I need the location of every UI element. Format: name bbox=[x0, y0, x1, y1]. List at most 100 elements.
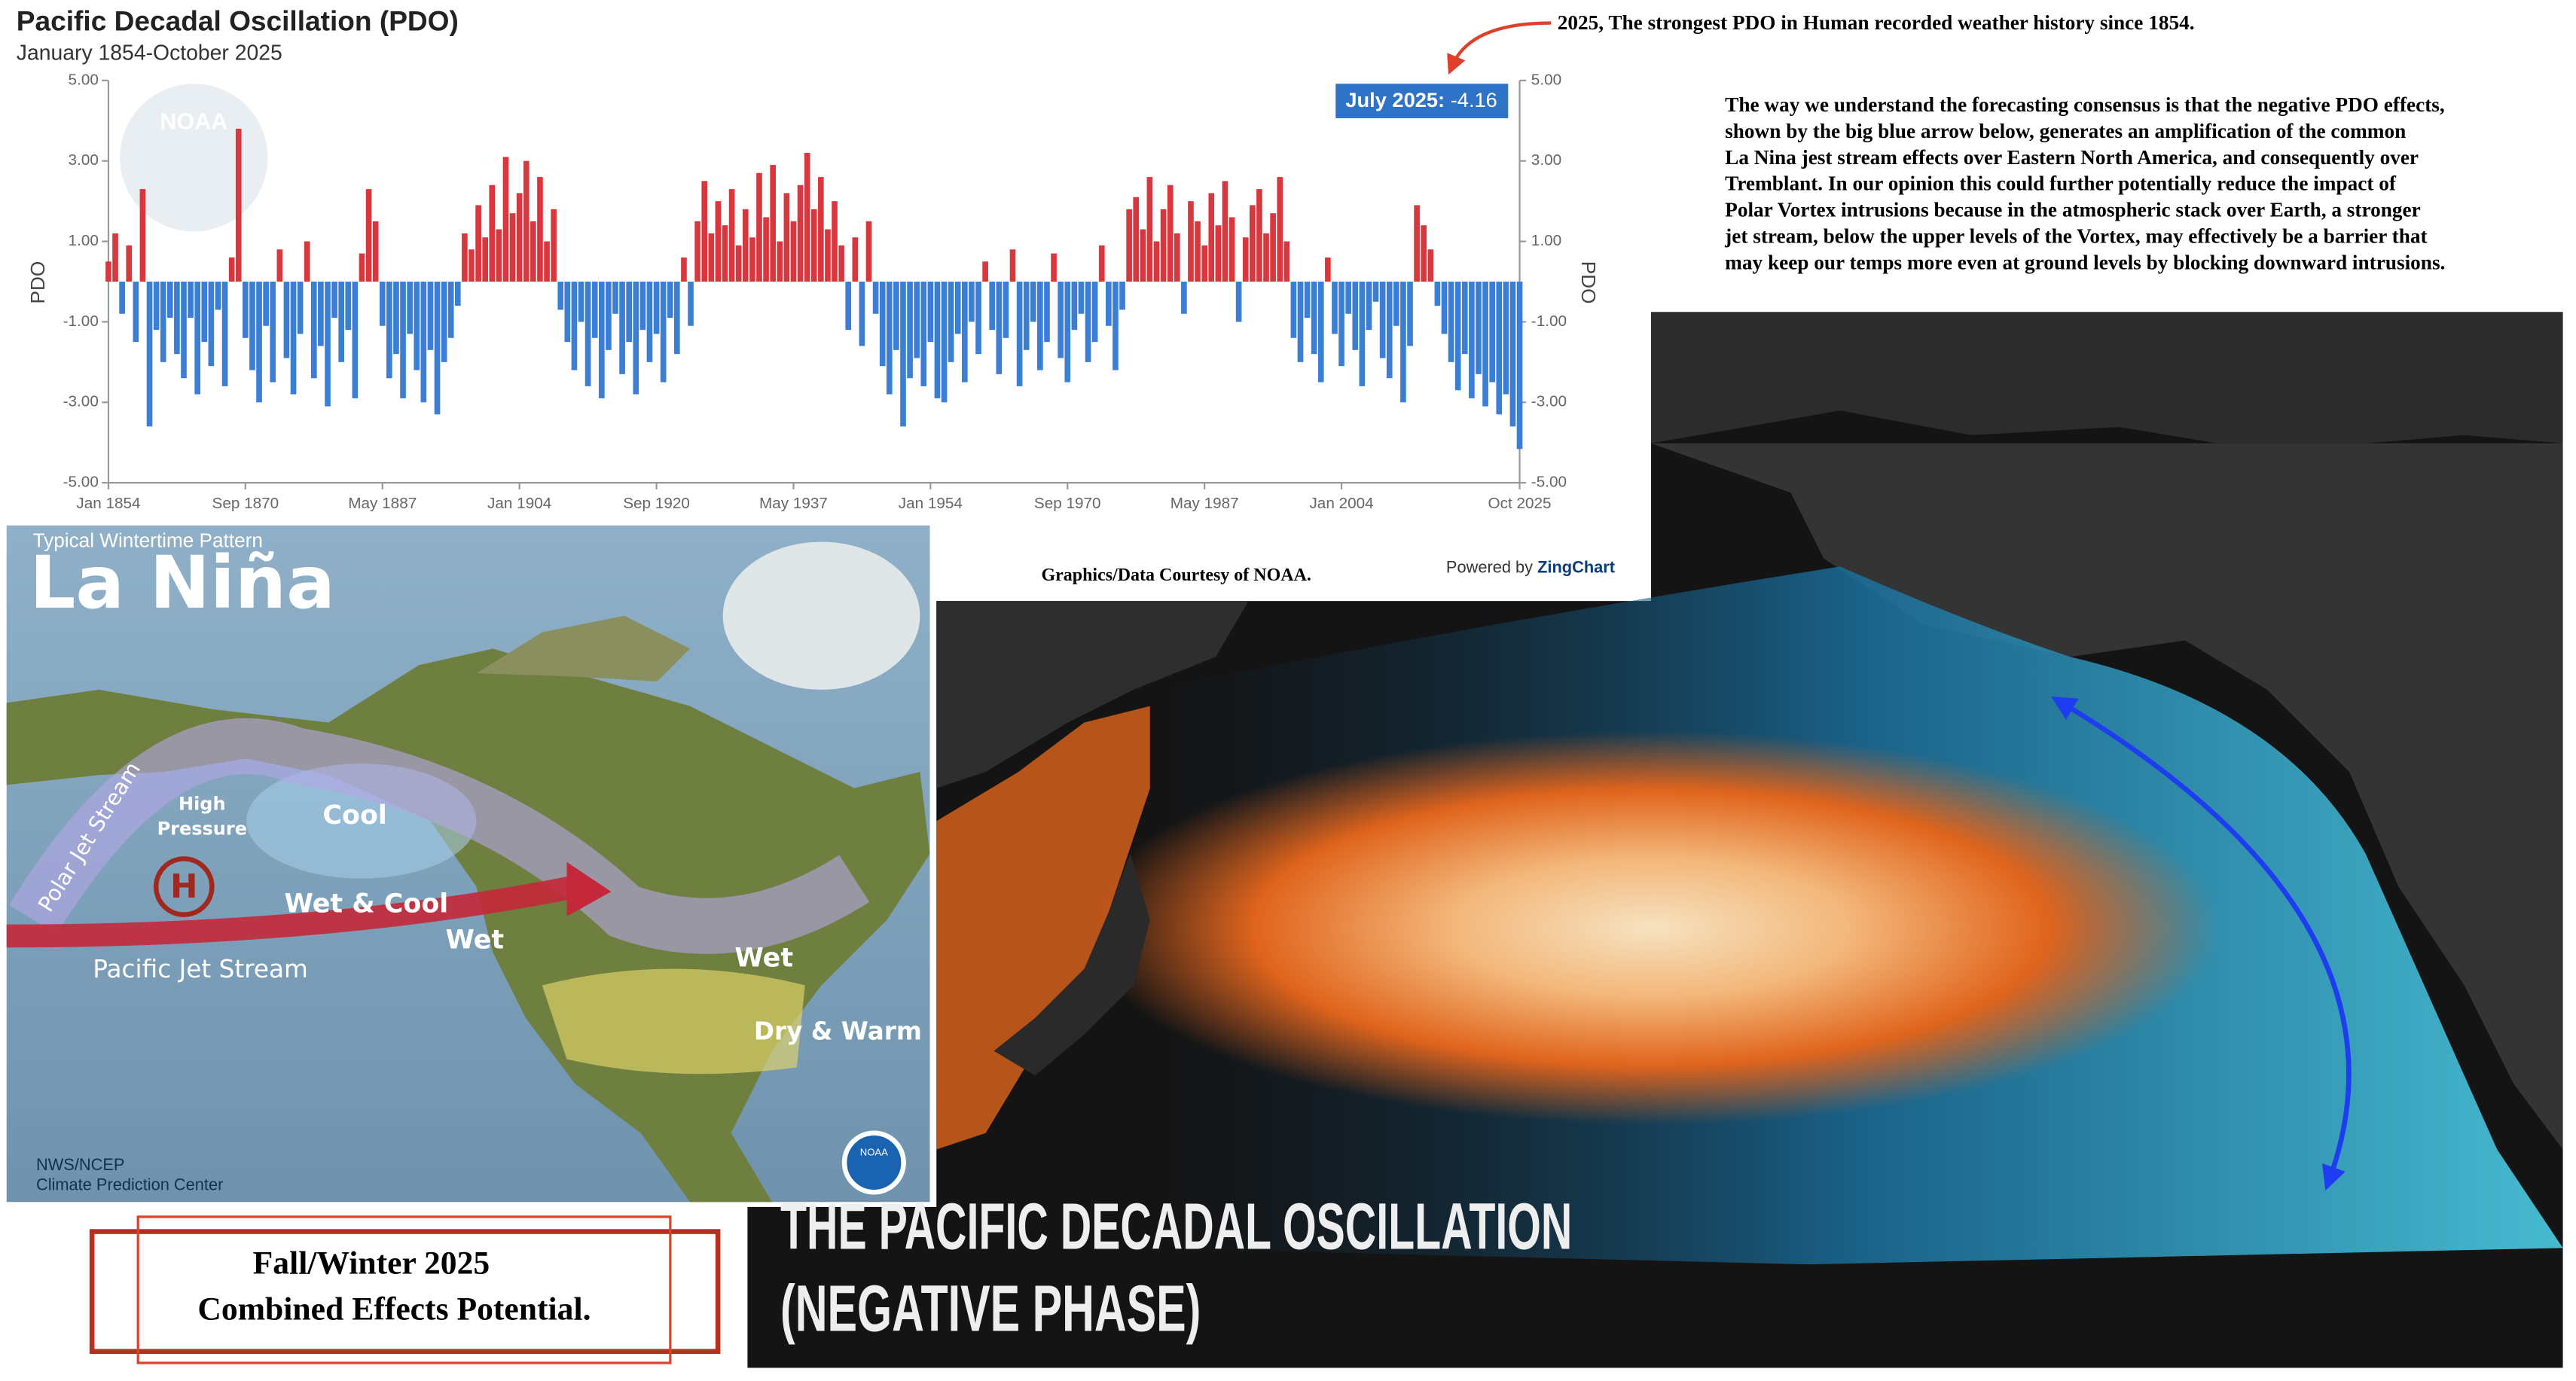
bar bbox=[1434, 281, 1441, 306]
image-caption: THE PACIFIC DECADAL OSCILLATION bbox=[780, 1190, 1572, 1264]
bar bbox=[181, 281, 187, 379]
bar bbox=[598, 281, 605, 398]
bar bbox=[708, 233, 715, 282]
callout-text: Fall/Winter 2025 bbox=[253, 1245, 490, 1281]
bar bbox=[1051, 253, 1057, 282]
bar bbox=[975, 281, 981, 355]
bar bbox=[722, 225, 728, 282]
bar bbox=[1454, 281, 1461, 391]
bar bbox=[201, 281, 208, 343]
bar bbox=[1414, 205, 1420, 282]
bar bbox=[606, 281, 612, 350]
bar bbox=[1290, 281, 1297, 338]
bar bbox=[962, 281, 968, 383]
bar bbox=[920, 281, 927, 386]
x-tick-label: Sep 1920 bbox=[623, 495, 690, 512]
bar bbox=[1201, 245, 1207, 282]
bar bbox=[810, 209, 817, 282]
map-subtitle: Typical Wintertime Pattern bbox=[33, 529, 263, 552]
bar bbox=[1064, 281, 1071, 383]
tooltip-value: -4.16 bbox=[1451, 88, 1497, 111]
y2-tick-label: 5.00 bbox=[1531, 71, 1561, 88]
bar bbox=[393, 281, 399, 355]
bar bbox=[215, 281, 221, 310]
bar bbox=[1181, 281, 1187, 314]
bar bbox=[783, 193, 790, 282]
bar bbox=[414, 281, 420, 370]
bar bbox=[359, 253, 365, 282]
bar bbox=[832, 201, 838, 282]
map-label: Wet bbox=[734, 944, 793, 974]
bar bbox=[194, 281, 201, 395]
bar bbox=[1016, 281, 1023, 386]
chart-title: Pacific Decadal Oscillation (PDO) bbox=[17, 5, 459, 36]
bar bbox=[1058, 281, 1064, 358]
bar bbox=[1277, 177, 1283, 282]
bar bbox=[1352, 281, 1359, 350]
japan bbox=[993, 853, 1150, 1076]
commentary-line: may keep our temps more even at ground l… bbox=[1725, 251, 2445, 273]
land bbox=[1651, 312, 2563, 452]
bar bbox=[208, 281, 215, 367]
bar bbox=[653, 281, 660, 334]
bar bbox=[133, 281, 139, 343]
bar bbox=[1386, 281, 1393, 379]
bar bbox=[1366, 281, 1372, 331]
bar bbox=[777, 241, 783, 282]
bar bbox=[441, 281, 447, 362]
bar bbox=[982, 261, 988, 282]
bar bbox=[1407, 281, 1413, 346]
x-tick-label: Jan 2004 bbox=[1309, 495, 1373, 512]
land bbox=[476, 615, 691, 682]
bar bbox=[1071, 281, 1078, 331]
bar bbox=[325, 281, 331, 407]
bar bbox=[1078, 281, 1085, 314]
y-tick-label: -5.00 bbox=[63, 474, 99, 491]
bar bbox=[865, 221, 872, 282]
bar bbox=[907, 281, 913, 379]
bar bbox=[551, 209, 557, 282]
bar bbox=[1317, 281, 1324, 383]
map-label: Cool bbox=[322, 800, 386, 831]
bar bbox=[989, 281, 996, 331]
bar bbox=[105, 261, 111, 282]
bar bbox=[119, 281, 125, 314]
watermark-text: NOAA bbox=[160, 109, 227, 135]
bar bbox=[879, 281, 886, 367]
y2-tick-label: 1.00 bbox=[1531, 232, 1561, 249]
bar bbox=[530, 221, 536, 282]
map-label: Wet & Cool bbox=[285, 889, 449, 919]
bar bbox=[1085, 281, 1091, 362]
bar bbox=[1098, 245, 1105, 282]
tooltip-label: July 2025: bbox=[1345, 88, 1445, 111]
tooltip: July 2025: -4.16 bbox=[1345, 88, 1497, 111]
bar bbox=[1174, 233, 1180, 282]
bar bbox=[146, 281, 153, 427]
bar bbox=[934, 281, 941, 398]
bar bbox=[153, 281, 160, 331]
bar bbox=[790, 221, 797, 282]
bar bbox=[948, 281, 954, 362]
bar bbox=[893, 281, 899, 350]
bar bbox=[400, 281, 406, 398]
bar bbox=[1023, 281, 1030, 350]
bar bbox=[1325, 257, 1331, 282]
y2-tick-label: -3.00 bbox=[1531, 393, 1567, 410]
bar bbox=[742, 209, 749, 282]
y2-tick-label: 3.00 bbox=[1531, 151, 1561, 169]
bar bbox=[859, 281, 865, 346]
bar bbox=[1338, 281, 1344, 367]
bar bbox=[386, 281, 392, 379]
commentary-line: shown by the big blue arrow below, gener… bbox=[1725, 120, 2406, 142]
bar bbox=[639, 281, 646, 331]
bar bbox=[1332, 281, 1338, 334]
bar bbox=[646, 281, 653, 362]
credit-brand: ZingChart bbox=[1537, 557, 1615, 576]
commentary-line: La Nina jest stream effects over Eastern… bbox=[1725, 146, 2419, 169]
map-label: Pressure bbox=[157, 818, 247, 839]
callout-text: Combined Effects Potential. bbox=[197, 1291, 591, 1327]
chart-subtitle: January 1854-October 2025 bbox=[17, 41, 282, 65]
bar bbox=[1195, 221, 1201, 282]
pacific-jet-head bbox=[566, 861, 612, 916]
bar bbox=[270, 281, 276, 383]
